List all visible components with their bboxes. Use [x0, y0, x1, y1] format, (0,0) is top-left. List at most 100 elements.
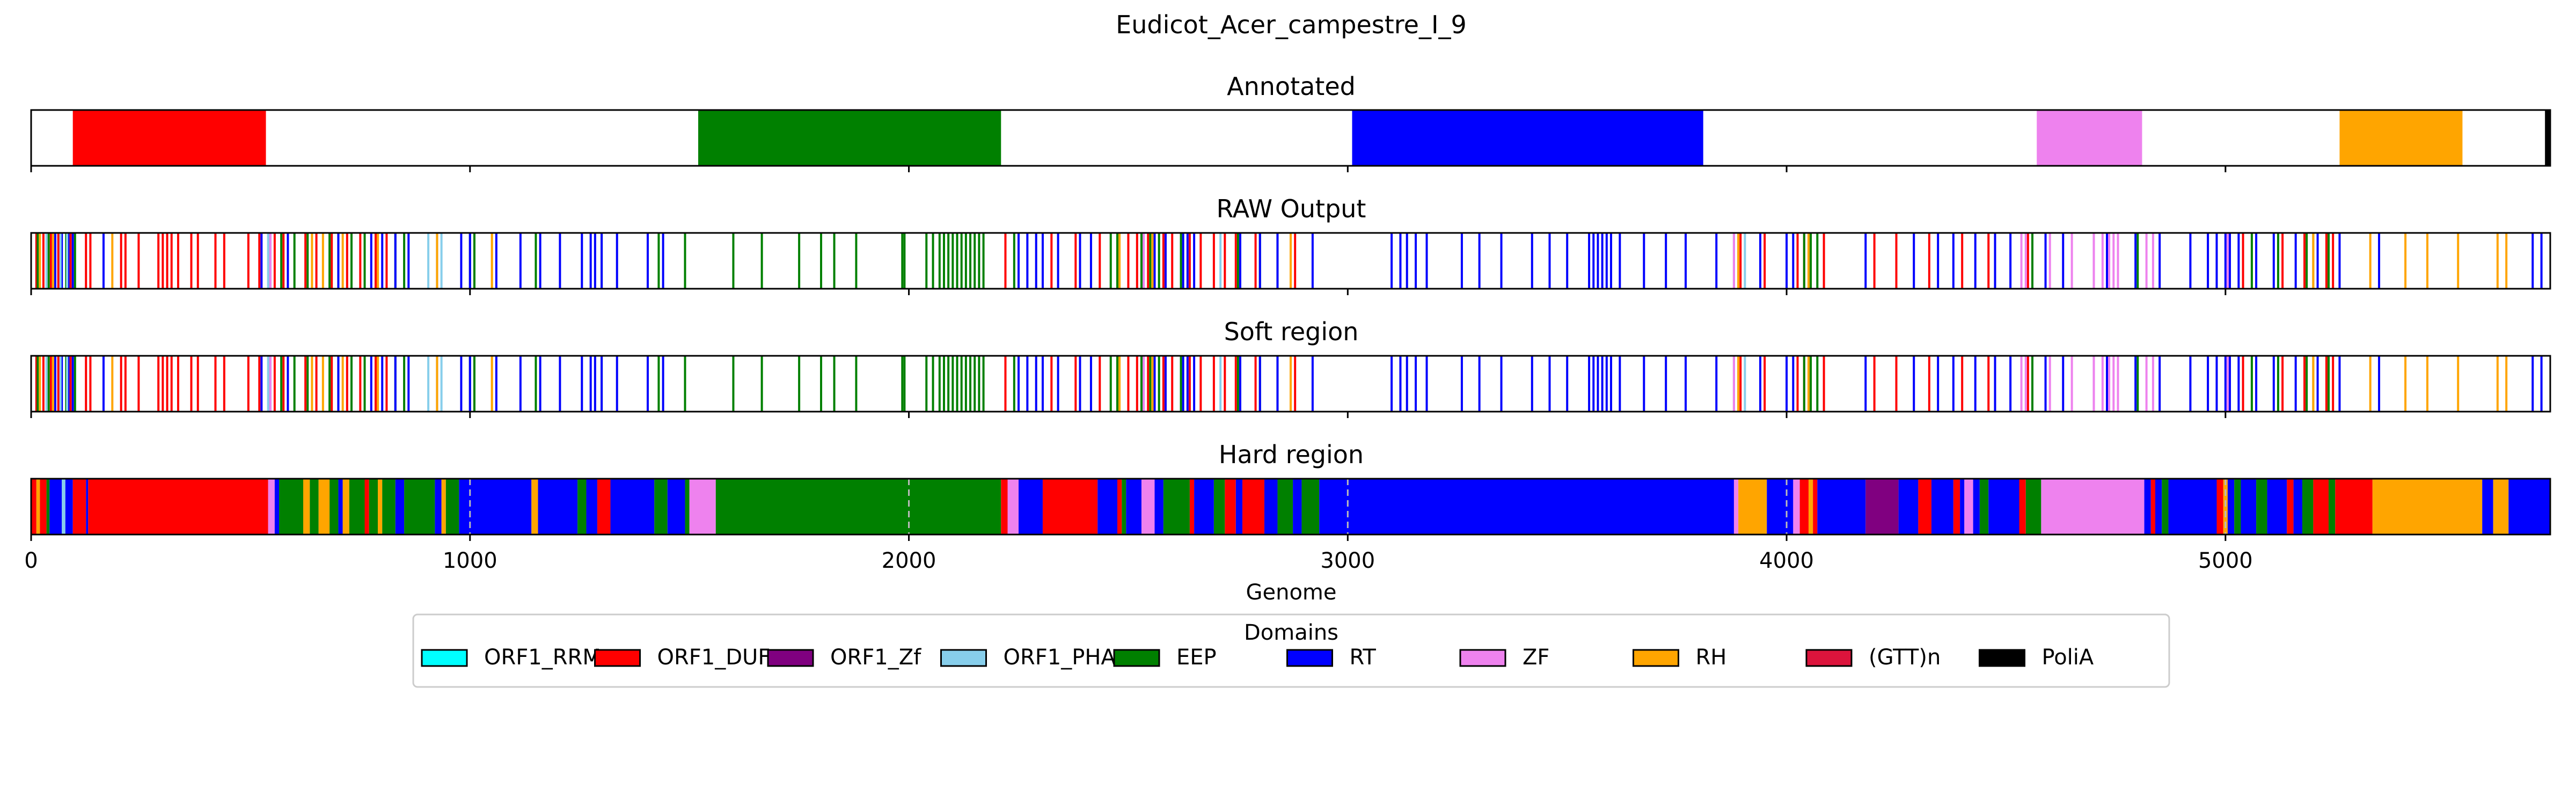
- hard-region-segment-eep: [2234, 479, 2241, 535]
- hard-region-segment-orf1-duf: [2150, 479, 2156, 535]
- hard-region-segment-zf: [1964, 479, 1973, 535]
- hard-region-segment-rt: [338, 479, 343, 535]
- panel-soft-region: Soft region: [30, 317, 2551, 418]
- hard-region-segment-zf: [689, 479, 716, 535]
- hard-region-segment-rt: [1898, 479, 1919, 535]
- x-tick-label: 3000: [1320, 548, 1375, 573]
- hard-region-segment-eep: [330, 479, 339, 535]
- legend-swatch-zf: [1459, 649, 1506, 667]
- hard-region-segment-rt: [538, 479, 578, 535]
- x-tick-label: 0: [24, 548, 38, 573]
- legend-label-eep: EEP: [1176, 645, 1217, 670]
- legend-swatch-polia: [1979, 649, 2025, 667]
- hard-region-segment-rt: [2241, 479, 2257, 535]
- hard-region-segment-eep: [404, 479, 435, 535]
- hard-region-segment-rt: [1931, 479, 1953, 535]
- hard-region-segment-rt: [1973, 479, 1980, 535]
- hard-region-segment-rt: [2155, 479, 2162, 535]
- hard-region-segment-eep: [369, 479, 378, 535]
- annotated-segment-zf: [2037, 110, 2142, 166]
- hard-region-segment-rt: [1097, 479, 1117, 535]
- legend-label-rh: RH: [1696, 645, 1727, 670]
- legend-swatch-eep: [1113, 649, 1160, 667]
- hard-region-frame: [30, 478, 2551, 536]
- legend-label-gtt-n: (GTT)n: [1869, 645, 1941, 670]
- hard-region-segment-rt: [1264, 479, 1278, 535]
- hard-region-segment-rt: [1960, 479, 1965, 535]
- legend-swatch-rh: [1633, 649, 1679, 667]
- x-axis-label: Genome: [1246, 580, 1336, 605]
- hard-region-segment-zf: [1141, 479, 1155, 535]
- soft-region-frame: [30, 355, 2551, 413]
- hard-region-segment-eep: [46, 479, 50, 535]
- hard-region-segment-rh: [36, 479, 40, 535]
- panel-title-annotated: Annotated: [1227, 72, 1356, 101]
- legend-label-orf1-zf: ORF1_Zf: [830, 645, 921, 670]
- hard-region-segment-eep: [382, 479, 396, 535]
- hard-region-segment-eep: [2329, 479, 2336, 535]
- hard-region-segment-rt: [2482, 479, 2493, 535]
- legend-label-zf: ZF: [1523, 645, 1549, 670]
- hard-region-segment-orf1-duf: [2335, 479, 2373, 535]
- legend-swatch-orf1-rrm: [421, 649, 468, 667]
- hard-region-segment-rt: [2168, 479, 2217, 535]
- hard-region-segment-rt: [435, 479, 442, 535]
- hard-region-segment-rt: [610, 479, 655, 535]
- hard-region-segment-rt: [2508, 479, 2550, 535]
- annotated-segment-rt: [1352, 110, 1703, 166]
- legend-title: Domains: [1244, 620, 1338, 645]
- hard-region-segment-eep: [1301, 479, 1320, 535]
- panel-title-soft-region: Soft region: [1224, 317, 1359, 346]
- hard-region-segment-rh: [1738, 479, 1767, 535]
- panel-hard-region: Hard region: [30, 440, 2551, 541]
- hard-region-segment-orf1-duf: [1813, 479, 1818, 535]
- hard-region-segment-eep: [2256, 479, 2267, 535]
- hard-region-segment-eep: [577, 479, 587, 535]
- hard-region-segment-rt: [459, 479, 532, 535]
- x-tick-label: 4000: [1759, 548, 1814, 573]
- hard-region-segment-eep: [2025, 479, 2041, 535]
- hard-region-segment-rt: [1319, 479, 1734, 535]
- hard-region-segment-orf1-duf: [31, 479, 36, 535]
- hard-region-segment-rt: [667, 479, 685, 535]
- hard-region-segment-rh: [2372, 479, 2483, 535]
- hard-region-segment-rt: [49, 479, 62, 535]
- x-tick-label: 2000: [882, 548, 936, 573]
- hard-region-segment-rt: [1767, 479, 1794, 535]
- hard-region-segment-rt: [2227, 479, 2235, 535]
- hard-region-segment-orf1-duf: [1117, 479, 1122, 535]
- hard-region-segment-rh: [342, 479, 349, 535]
- hard-region-segment-orf1-duf: [1189, 479, 1195, 535]
- hard-region-segment-rh: [318, 479, 330, 535]
- x-tick-label: 1000: [443, 548, 497, 573]
- legend: Domains ORF1_RRM ORF1_DUF ORF1_Zf ORF1_PHA E…: [412, 613, 2170, 688]
- hard-region-segment-eep: [349, 479, 365, 535]
- hard-region-segment-eep: [279, 479, 304, 535]
- hard-region-segment-rt: [2267, 479, 2287, 535]
- hard-region-segment-orf1-duf: [1953, 479, 1960, 535]
- hard-region-segment-eep: [654, 479, 668, 535]
- hard-region-segment-rt: [1817, 479, 1866, 535]
- hard-region-segment-eep: [1979, 479, 1989, 535]
- hard-region-segment-eep: [2302, 479, 2314, 535]
- hard-region-segment-orf1-duf: [2216, 479, 2223, 535]
- legend-swatch-orf1-zf: [767, 649, 814, 667]
- hard-region-segment-orf1-duf: [88, 479, 268, 535]
- hard-region-segment-rh: [1808, 479, 1813, 535]
- hard-region-segment-orf1-duf: [2287, 479, 2294, 535]
- panel-raw-output: RAW Output: [30, 194, 2551, 295]
- chart-title: Eudicot_Acer_campestre_I_9: [1116, 10, 1467, 39]
- hard-region-segment-orf1-duf: [1042, 479, 1098, 535]
- hard-region-segment-rt: [1194, 479, 1214, 535]
- hard-region-segment-orf1-duf: [364, 479, 369, 535]
- hard-region-segment-rt: [2293, 479, 2302, 535]
- raw-output-frame: [30, 232, 2551, 290]
- hard-region-segment-eep: [445, 479, 459, 535]
- hard-region-segment-zf: [268, 479, 275, 535]
- hard-region-segment-rh: [2493, 479, 2509, 535]
- x-tick-label: 5000: [2198, 548, 2253, 573]
- hard-region-segment-orf1-pha: [62, 479, 65, 535]
- hard-region-segment-orf1-duf: [597, 479, 611, 535]
- panel-annotated: Annotated: [30, 72, 2551, 172]
